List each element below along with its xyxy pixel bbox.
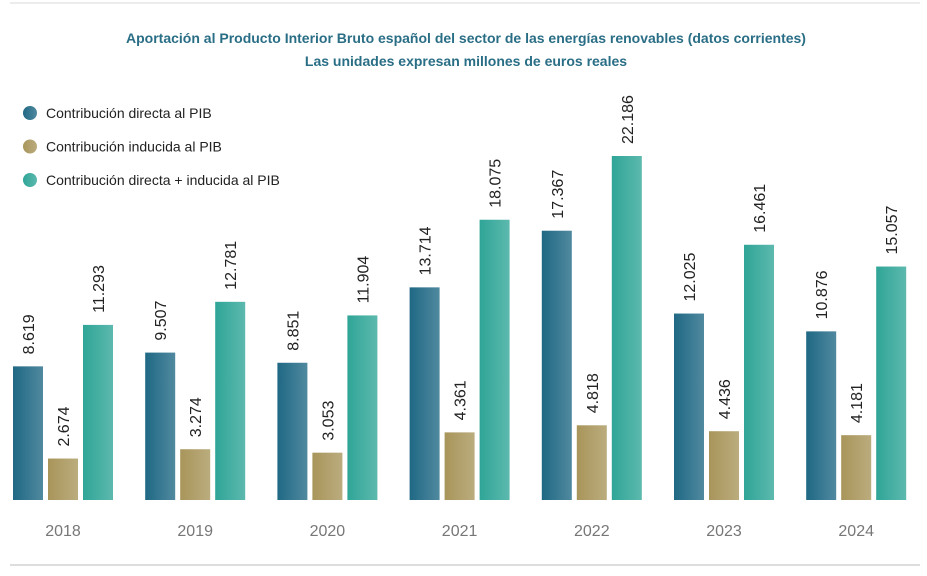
value-label: 11.904	[355, 256, 372, 304]
bar	[347, 315, 378, 500]
bar	[479, 219, 510, 500]
x-tick-label: 2019	[177, 523, 213, 540]
bar	[611, 156, 642, 500]
value-label: 10.876	[814, 270, 831, 319]
bar	[709, 431, 739, 500]
value-label: 8.851	[285, 311, 302, 351]
value-label: 4.436	[717, 379, 734, 419]
value-label: 9.507	[153, 300, 170, 340]
value-label: 12.781	[223, 241, 240, 290]
bar	[876, 266, 907, 500]
x-tick-label: 2023	[706, 523, 742, 540]
value-label: 15.057	[884, 205, 901, 254]
x-tick-label: 2018	[45, 523, 81, 540]
value-label: 11.293	[91, 265, 108, 313]
value-label: 22.186	[620, 95, 637, 144]
bar	[744, 244, 774, 500]
bar	[83, 324, 113, 500]
bar	[48, 458, 78, 500]
chart-subtitle: Las unidades expresan millones de euros …	[305, 53, 627, 69]
bar	[444, 432, 475, 500]
value-label: 2.674	[56, 406, 73, 446]
value-label: 13.714	[418, 226, 435, 275]
chart-title: Aportación al Producto Interior Bruto es…	[126, 30, 806, 46]
legend-label: Contribución inducida al PIB	[46, 139, 222, 155]
bar	[312, 452, 343, 500]
value-label: 3.053	[320, 401, 337, 441]
value-label: 18.075	[488, 159, 505, 208]
legend-marker	[23, 106, 37, 120]
bar	[841, 435, 872, 500]
x-tick-label: 2022	[574, 523, 610, 540]
bar	[674, 313, 704, 500]
legend-label: Contribución directa al PIB	[46, 105, 212, 121]
x-tick-label: 2021	[442, 523, 478, 540]
bar	[541, 230, 572, 500]
value-label: 4.818	[585, 373, 602, 413]
value-label: 12.025	[682, 253, 699, 302]
value-label: 16.461	[752, 184, 769, 233]
value-label: 4.181	[849, 383, 866, 423]
bar	[180, 449, 211, 500]
bar	[215, 301, 246, 500]
bar	[806, 331, 837, 500]
bar	[576, 425, 607, 500]
value-label: 4.361	[453, 380, 470, 420]
value-label: 3.274	[188, 397, 205, 437]
value-label: 17.367	[550, 170, 567, 219]
legend-marker	[23, 139, 37, 154]
x-tick-label: 2020	[310, 523, 346, 540]
legend-label: Contribución directa + inducida al PIB	[46, 172, 280, 188]
x-tick-label: 2024	[838, 523, 874, 540]
value-label: 8.619	[21, 314, 38, 354]
bar	[145, 352, 176, 500]
bar	[13, 366, 43, 500]
legend-marker	[23, 173, 37, 187]
bar	[409, 287, 440, 500]
bar	[277, 362, 308, 500]
